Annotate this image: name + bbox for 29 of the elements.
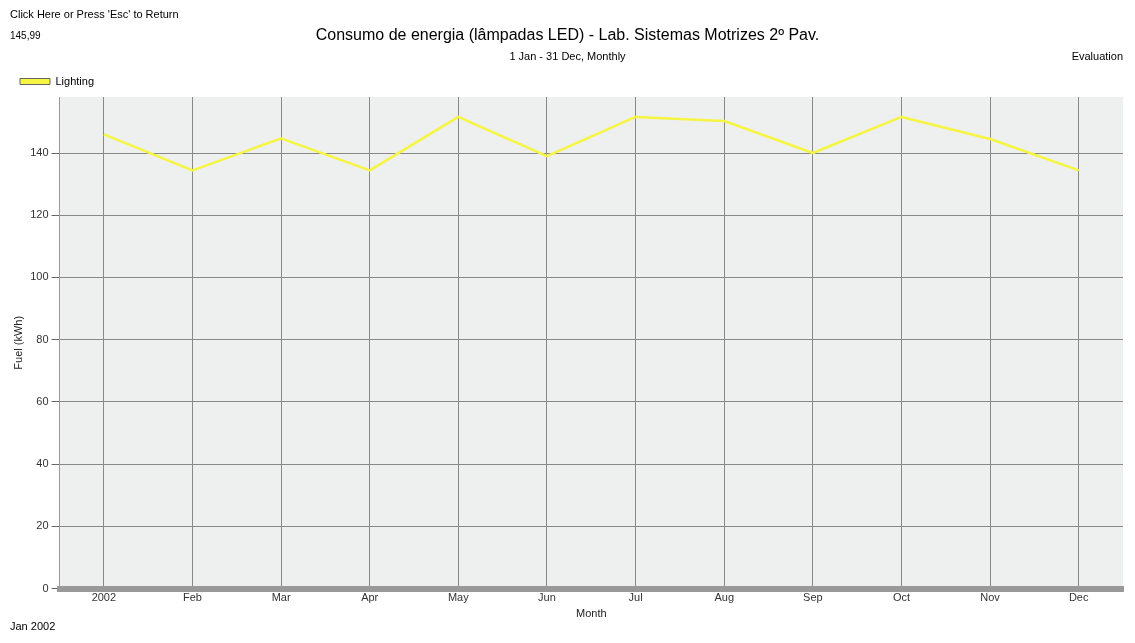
x-tick-label: Dec [1068,591,1089,604]
legend-label: Lighting [55,74,95,87]
text: 145,99 [10,30,41,41]
y-tick-label: 140 [30,146,49,159]
y-tick-label: 120 [30,208,49,221]
x-tick-label: Oct [892,591,911,604]
x-tick-label: Apr [361,591,379,604]
y-tick-label: 100 [30,270,49,283]
x-tick-label: Aug [714,591,734,604]
chart-title: Consumo de energia (lâmpadas LED) - Lab. Sistemas Motrizes 2º Pav. [315,26,820,43]
y-tick-label: 0 [42,581,49,594]
x-tick-label: Nov [980,591,1001,604]
y-tick-label: 20 [36,519,49,532]
x-tick-label: Jun [538,591,556,604]
x-tick-label: 2002 [91,591,117,604]
x-tick-label: May [447,591,470,604]
text: Jan 2002 [10,620,56,632]
y-tick-label: 80 [36,332,49,345]
x-axis-title: Month [575,607,607,620]
y-axis-title: Fuel (kWh) [11,315,24,370]
x-tick-label: Feb [183,591,202,604]
y-tick-label: 40 [36,457,49,470]
x-tick-label: Sep [803,591,823,604]
text: Click Here or Press 'Esc' to Return [10,8,179,20]
y-tick-label: 60 [36,394,49,407]
text: Evaluation [1071,50,1123,62]
x-tick-label: Mar [271,591,291,604]
x-tick-label: Jul [628,591,643,604]
chart-subtitle: 1 Jan - 31 Dec, Monthly [509,50,626,62]
